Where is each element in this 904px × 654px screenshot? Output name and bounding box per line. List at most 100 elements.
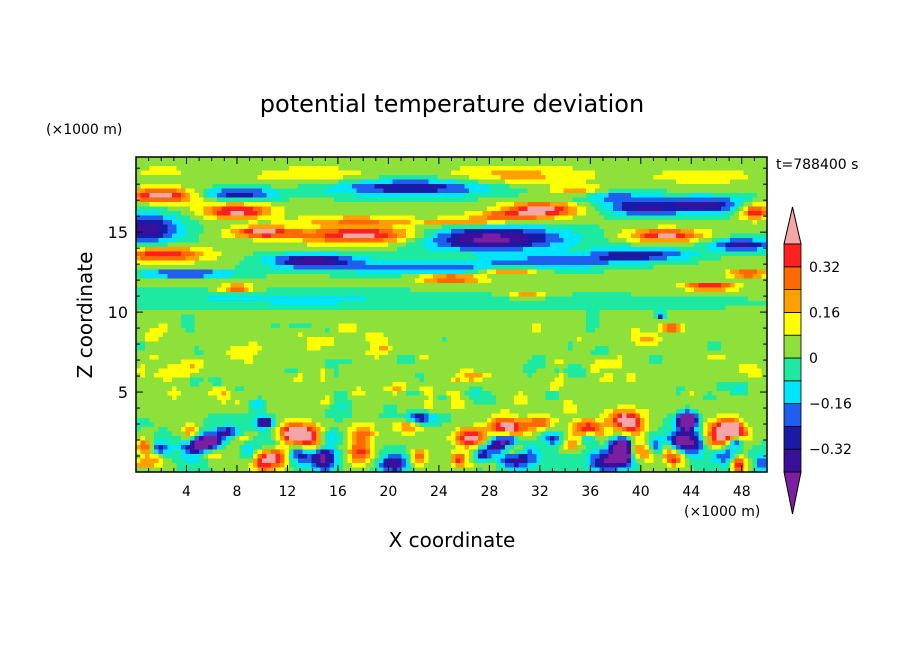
contour-cell — [352, 449, 358, 455]
contour-cell — [689, 283, 700, 289]
contour-cell — [419, 355, 430, 361]
contour-cell — [338, 458, 344, 464]
contour-cell — [352, 404, 385, 410]
contour-cell — [221, 400, 227, 406]
contour-cell — [158, 449, 164, 455]
contour-cell — [266, 274, 331, 280]
contour-cell — [311, 220, 340, 226]
contour-cell — [748, 242, 763, 248]
contour-cell — [608, 238, 628, 244]
contour-cell — [379, 220, 412, 226]
contour-cell — [374, 355, 380, 361]
contour-cell — [653, 310, 659, 316]
contour-cell — [608, 350, 767, 356]
contour-cell — [320, 463, 326, 469]
contour-cell — [370, 427, 376, 433]
contour-cell — [208, 377, 223, 383]
contour-cell — [739, 364, 758, 370]
contour-cell — [554, 422, 569, 428]
contour-cell — [365, 350, 389, 356]
contour-cell — [190, 431, 196, 437]
colorbar-extend-max — [783, 206, 802, 245]
contour-cell — [320, 422, 353, 428]
contour-cell — [667, 449, 673, 455]
contour-cell — [424, 404, 434, 410]
contour-cell — [356, 328, 533, 334]
contour-cell — [586, 314, 601, 320]
contour-cell — [604, 269, 727, 275]
contour-cell — [694, 418, 700, 424]
contour-cell — [235, 233, 250, 239]
contour-cell — [730, 269, 740, 275]
contour-cell — [514, 427, 520, 433]
contour-cell — [577, 422, 587, 428]
contour-cell — [473, 463, 497, 469]
contour-cell — [676, 418, 682, 424]
contour-cell — [550, 422, 556, 428]
contour-cell — [199, 449, 205, 455]
contour-cell — [181, 314, 196, 320]
contour-cell — [685, 409, 691, 415]
contour-cell — [757, 463, 767, 469]
contour-cell — [401, 431, 416, 437]
contour-cell — [325, 368, 335, 374]
contour-cell — [716, 427, 740, 433]
contour-cell — [586, 211, 601, 217]
contour-cell — [559, 449, 583, 455]
contour-cell — [694, 287, 727, 293]
contour-cell — [136, 301, 272, 307]
contour-cell — [500, 449, 506, 455]
contour-cell — [212, 427, 218, 433]
contour-cell — [302, 377, 322, 383]
contour-cell — [199, 427, 214, 433]
contour-cell — [608, 454, 632, 460]
contour-cell — [190, 206, 205, 212]
contour-cell — [649, 413, 668, 419]
contour-cell — [145, 274, 169, 280]
contour-cell — [680, 229, 695, 235]
contour-cell — [140, 458, 160, 464]
contour-cell — [752, 238, 767, 244]
contour-cell — [631, 440, 637, 446]
contour-cell — [275, 256, 290, 262]
contour-cell — [356, 323, 533, 329]
contour-cell — [631, 445, 637, 451]
contour-cell — [676, 202, 718, 208]
contour-cell — [491, 211, 506, 217]
contour-cell — [725, 274, 736, 280]
contour-cell — [226, 386, 236, 392]
contour-cell — [676, 179, 731, 185]
contour-cell — [194, 427, 200, 433]
contour-cell — [631, 458, 637, 464]
contour-cell — [694, 445, 700, 451]
contour-cell — [671, 463, 677, 469]
contour-cell — [613, 202, 623, 208]
contour-cell — [523, 431, 533, 437]
contour-cell — [739, 211, 745, 217]
contour-cell — [136, 454, 142, 460]
contour-cell — [266, 467, 277, 472]
contour-cell — [334, 337, 367, 343]
contour-cell — [523, 368, 538, 374]
contour-cell — [635, 427, 641, 433]
contour-cell — [320, 346, 371, 352]
contour-cell — [662, 422, 673, 428]
contour-cell — [590, 247, 677, 253]
contour-cell — [221, 382, 394, 388]
contour-cell — [491, 260, 610, 266]
contour-cell — [635, 341, 659, 347]
contour-cell — [658, 233, 677, 239]
contour-cell — [527, 449, 533, 455]
contour-cell — [365, 391, 394, 397]
contour-cell — [266, 400, 322, 406]
contour-cell — [482, 449, 488, 455]
contour-cell — [590, 350, 610, 356]
contour-cell — [595, 193, 610, 199]
contour-cell — [293, 467, 313, 472]
contour-cell — [734, 418, 740, 424]
contour-cell — [167, 224, 178, 230]
contour-cell — [694, 440, 700, 446]
contour-cell — [667, 458, 673, 464]
contour-cell — [743, 283, 767, 289]
contour-cell — [716, 386, 736, 392]
